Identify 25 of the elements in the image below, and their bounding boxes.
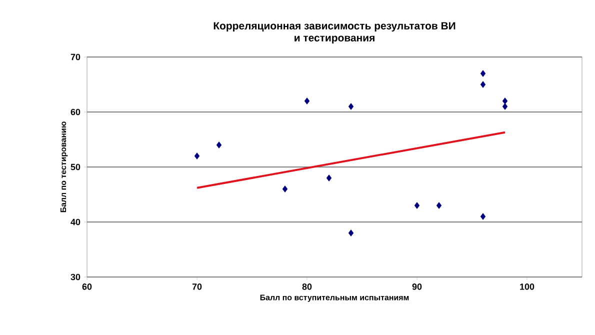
y-tick-label: 30 bbox=[70, 274, 80, 280]
point bbox=[348, 103, 354, 110]
y-tick-label: 70 bbox=[70, 54, 80, 60]
point bbox=[480, 70, 486, 77]
y-tick-label: 60 bbox=[70, 108, 80, 116]
x-tick-label: 70 bbox=[192, 284, 202, 290]
point bbox=[194, 152, 200, 160]
chart-title: Корреляционная зависимость результатов ВИ и тестирования bbox=[214, 22, 456, 44]
point bbox=[480, 213, 486, 220]
x-tick-label: 90 bbox=[412, 284, 422, 290]
point bbox=[502, 103, 508, 110]
point bbox=[282, 186, 288, 192]
point bbox=[436, 202, 442, 209]
point bbox=[414, 202, 420, 209]
point bbox=[348, 230, 354, 236]
point bbox=[216, 142, 222, 148]
x-tick-label: 80 bbox=[302, 284, 312, 290]
point bbox=[326, 174, 332, 182]
point bbox=[480, 81, 486, 88]
x-tick-label: 60 bbox=[82, 284, 92, 290]
x-tick-label: 100 bbox=[520, 284, 534, 290]
y-tick-label: 40 bbox=[70, 218, 80, 226]
point bbox=[304, 98, 310, 104]
y-tick-label: 50 bbox=[70, 164, 80, 170]
point bbox=[502, 98, 508, 104]
